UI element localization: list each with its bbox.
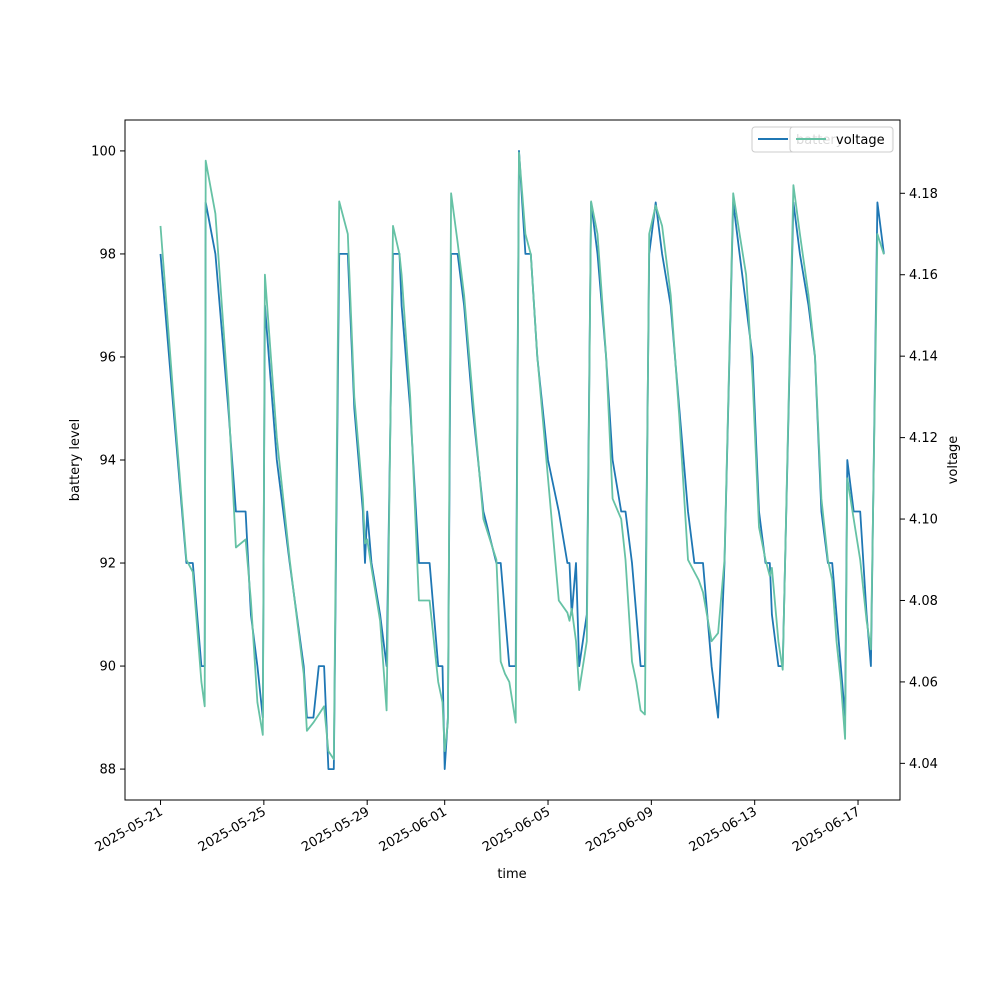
- left-y-tick-label: 94: [99, 454, 116, 469]
- left-y-tick-label: 88: [99, 763, 116, 778]
- right-y-axis-title: voltage: [946, 436, 961, 485]
- right-y-tick-label: 4.06: [909, 675, 938, 690]
- plot-frame: [124, 119, 901, 801]
- right-y-tick-label: 4.04: [909, 757, 938, 772]
- right-y-axis-ticks: 4.04 4.06 4.08 4.10 4.12 4.14 4.16 4.18: [900, 187, 938, 772]
- right-y-tick-label: 4.08: [909, 594, 938, 609]
- legend-voltage-frame: [789, 126, 894, 153]
- left-y-axis-ticks: 88 90 92 94 96 98 100: [91, 144, 125, 778]
- right-y-tick-label: 4.18: [909, 187, 938, 202]
- right-y-tick-label: 4.14: [909, 350, 938, 365]
- right-y-tick-label: 4.10: [909, 513, 938, 528]
- left-y-tick-label: 98: [99, 247, 116, 262]
- series-line-voltage: [159, 151, 885, 761]
- right-y-tick-label: 4.16: [909, 268, 938, 283]
- legend-voltage: voltage: [789, 126, 894, 153]
- left-y-tick-label: 90: [99, 660, 116, 675]
- x-axis-title: time: [497, 867, 526, 882]
- right-y-tick-label: 4.12: [909, 431, 938, 446]
- legend-voltage-label: voltage: [836, 133, 885, 148]
- plot-area: [125, 120, 900, 800]
- left-y-axis-title: battery level: [68, 419, 83, 502]
- left-y-tick-label: 92: [99, 557, 116, 572]
- left-y-tick-label: 96: [99, 350, 116, 365]
- left-y-tick-label: 100: [91, 144, 116, 159]
- series-layer: [159, 150, 885, 770]
